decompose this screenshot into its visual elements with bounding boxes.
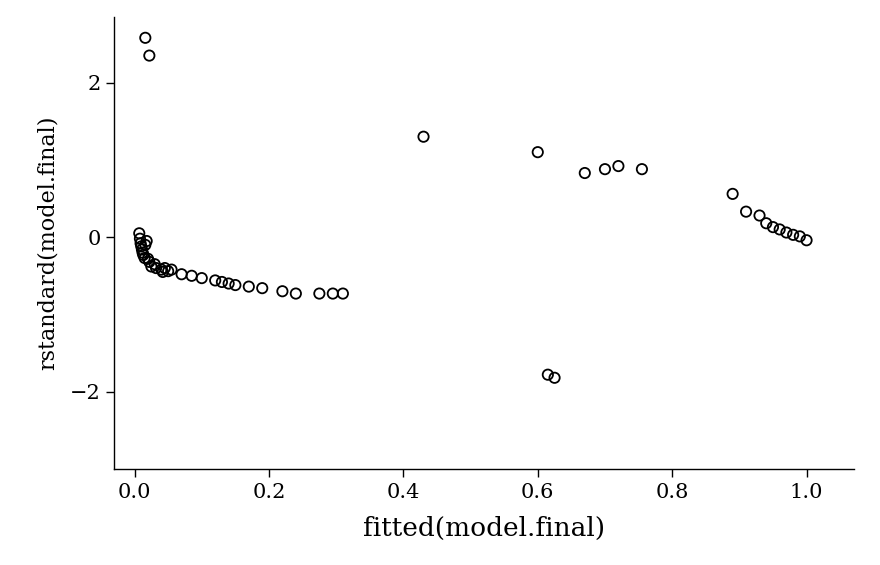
Point <box>143 51 157 60</box>
Point <box>135 242 149 251</box>
Point <box>133 234 147 243</box>
Point <box>138 240 152 249</box>
Point <box>326 289 340 298</box>
Point <box>209 276 223 285</box>
Point <box>174 270 188 279</box>
Point <box>739 207 753 216</box>
Point <box>634 164 649 173</box>
Point <box>228 281 242 290</box>
Point <box>312 289 326 298</box>
Point <box>222 279 236 288</box>
Point <box>598 164 612 173</box>
Point <box>143 258 157 267</box>
Point <box>161 267 175 276</box>
Point <box>165 265 179 274</box>
Point <box>416 132 430 141</box>
Point <box>800 236 814 245</box>
Point <box>289 289 303 298</box>
Point <box>773 225 787 234</box>
Point <box>215 277 229 286</box>
Point <box>148 260 162 269</box>
Point <box>138 33 152 42</box>
Point <box>136 250 150 259</box>
Point <box>149 263 163 272</box>
Point <box>786 231 800 240</box>
X-axis label: fitted(model.final): fitted(model.final) <box>363 516 605 541</box>
Point <box>158 263 172 272</box>
Point <box>780 228 794 237</box>
Point <box>134 239 148 248</box>
Point <box>140 237 154 246</box>
Point <box>612 162 626 171</box>
Point <box>132 229 146 238</box>
Point <box>793 232 807 241</box>
Point <box>336 289 350 298</box>
Point <box>156 267 170 276</box>
Point <box>136 248 150 257</box>
Y-axis label: rstandard(model.final): rstandard(model.final) <box>37 116 59 370</box>
Point <box>137 254 151 263</box>
Point <box>255 284 269 293</box>
Point <box>726 189 740 198</box>
Point <box>766 223 780 232</box>
Point <box>541 370 555 379</box>
Point <box>759 219 774 228</box>
Point <box>752 211 766 220</box>
Point <box>154 265 168 274</box>
Point <box>531 147 545 157</box>
Point <box>547 373 561 383</box>
Point <box>242 282 256 291</box>
Point <box>194 273 209 282</box>
Point <box>144 262 158 271</box>
Point <box>135 245 149 254</box>
Point <box>578 168 592 177</box>
Point <box>141 254 155 263</box>
Point <box>275 286 290 295</box>
Point <box>185 271 199 280</box>
